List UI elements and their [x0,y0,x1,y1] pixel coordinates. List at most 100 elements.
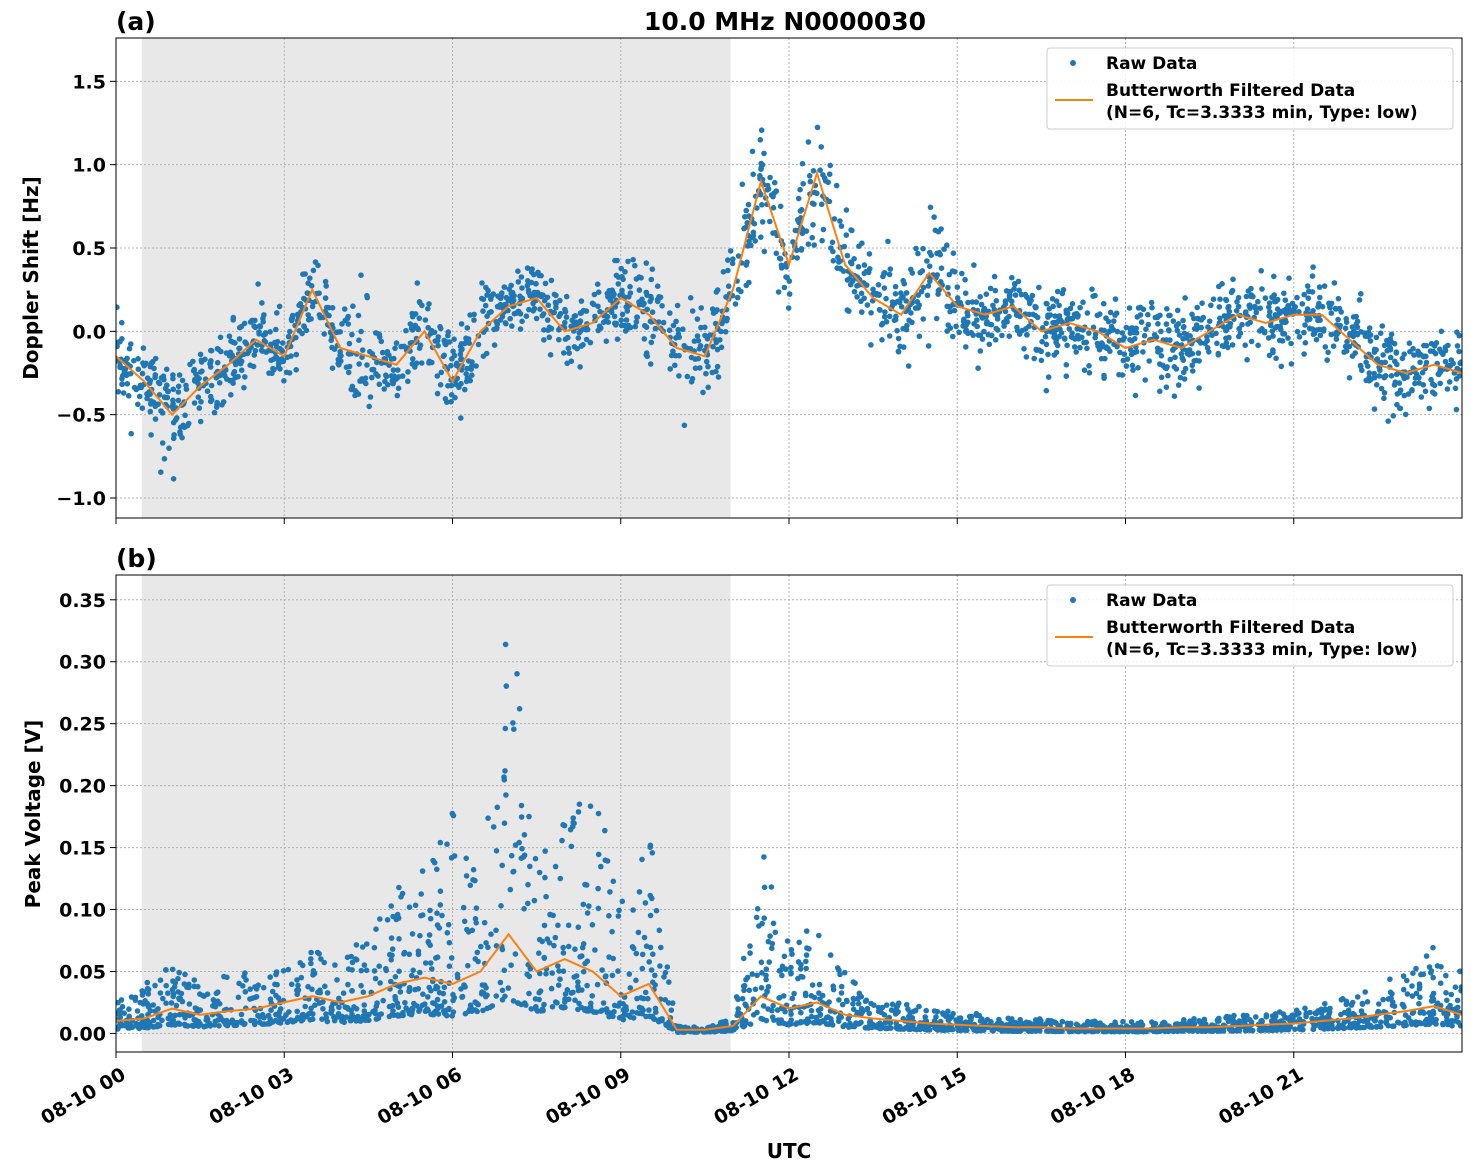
raw-data-point [1194,304,1200,311]
raw-data-point [674,302,681,309]
raw-data-point [1075,1022,1081,1029]
raw-data-point [1400,986,1407,993]
raw-data-point [127,370,134,377]
raw-data-point [893,1010,899,1017]
raw-data-point [662,997,668,1003]
raw-data-point [555,963,561,969]
raw-data-point [916,333,923,340]
raw-data-point [346,340,353,347]
raw-data-point [1248,285,1254,292]
raw-data-point [526,289,532,296]
raw-data-point [176,1021,183,1027]
raw-data-point [695,337,702,344]
raw-data-point [458,321,465,327]
raw-data-point [333,329,340,336]
raw-data-point [751,220,758,227]
raw-data-point [638,995,644,1001]
raw-data-point [364,362,370,368]
raw-data-point [532,855,539,862]
raw-data-point [213,404,220,410]
raw-data-point [1278,363,1285,370]
raw-data-point [256,1014,263,1020]
raw-data-point [758,127,765,133]
raw-data-point [975,332,982,338]
x-tick-label: 08-10 12 [710,1063,802,1129]
raw-data-point [650,333,656,340]
raw-data-point [571,344,578,350]
raw-data-point [429,966,435,972]
raw-data-point [479,989,485,995]
raw-data-point [1341,1009,1348,1016]
raw-data-point [1442,358,1449,365]
panel-b: 0.000.050.100.150.200.250.300.35 Raw Data… [37,574,1463,1129]
y-tick-label: 0.35 [59,590,106,612]
raw-data-point [480,1007,486,1014]
raw-data-point [1059,1018,1066,1025]
raw-data-point [483,350,490,357]
raw-data-point [609,972,616,979]
raw-data-point [516,706,523,712]
raw-data-point [486,309,493,316]
raw-data-point [831,216,838,222]
raw-data-point [283,369,290,376]
raw-data-point [1348,1002,1355,1008]
raw-data-point [828,245,834,251]
raw-data-point [800,181,806,187]
raw-data-point [635,929,642,936]
raw-data-point [830,983,836,989]
raw-data-point [900,325,906,332]
raw-data-point [252,347,259,354]
raw-data-point [1335,316,1341,323]
raw-data-point [307,275,313,282]
raw-data-point [912,1007,919,1014]
raw-data-point [1130,367,1136,373]
raw-data-point [1080,299,1086,306]
raw-data-point [759,219,766,225]
raw-data-point [345,321,352,327]
raw-data-point [533,315,540,322]
raw-data-point [826,1021,832,1028]
raw-data-point [503,294,510,301]
raw-data-point [572,946,578,952]
raw-data-point [464,365,470,372]
raw-data-point [1201,1020,1208,1026]
raw-data-point [657,963,663,969]
raw-data-point [521,832,528,838]
raw-data-point [768,192,775,198]
raw-data-point [1309,326,1316,332]
raw-data-point [493,993,500,999]
raw-data-point [702,324,708,331]
raw-data-point [440,990,447,997]
raw-data-point [191,977,198,983]
raw-data-point [779,972,785,979]
raw-data-point [1393,371,1400,378]
raw-data-point [484,292,490,298]
raw-data-point [444,841,450,847]
raw-data-point [295,982,301,989]
raw-data-point [983,320,990,327]
raw-data-point [349,331,355,338]
raw-data-point [169,966,176,973]
raw-data-point [893,313,899,320]
raw-data-point [814,190,820,197]
raw-data-point [545,302,552,309]
raw-data-point [1034,314,1041,321]
raw-data-point [630,1015,637,1021]
raw-data-point [490,291,497,297]
raw-data-point [406,904,413,910]
panel-label-a: (a) [116,7,156,36]
raw-data-point [159,440,166,446]
raw-data-point [950,333,956,340]
raw-data-point [255,281,261,287]
raw-data-point [1193,357,1200,364]
raw-data-point [1054,342,1061,349]
raw-data-point [527,863,533,870]
raw-data-point [1200,314,1207,321]
raw-data-point [1208,302,1214,309]
raw-data-point [615,913,622,919]
raw-data-point [1428,998,1435,1004]
raw-data-point [1404,374,1410,381]
raw-data-point [969,299,976,305]
raw-data-point [360,989,367,995]
raw-data-point [712,308,719,315]
